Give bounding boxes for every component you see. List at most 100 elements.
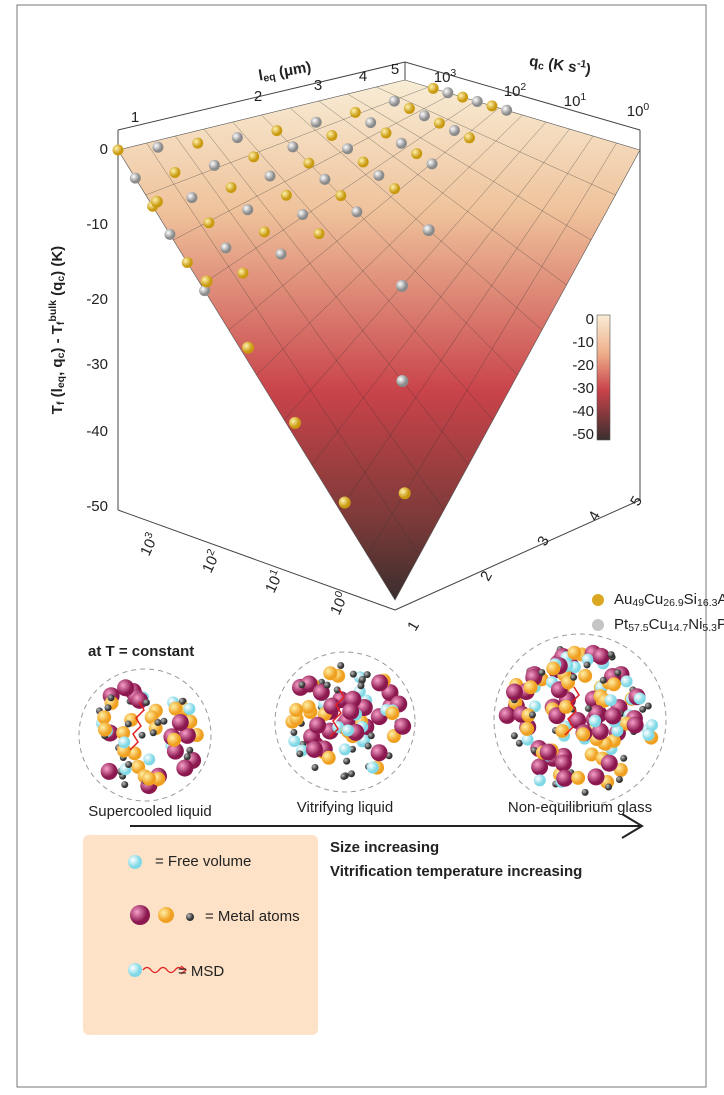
state-label: Supercooled liquid <box>88 803 211 820</box>
sphere <box>209 160 220 171</box>
atom <box>600 677 607 684</box>
atom <box>143 753 155 765</box>
key-msd-ball <box>128 963 142 977</box>
legend-label: Pt57.5Cu14.7Ni5.3P22.5 <box>614 616 724 634</box>
atom <box>298 681 305 688</box>
sphere <box>226 182 237 193</box>
sphere <box>399 487 411 499</box>
sphere <box>113 145 124 156</box>
front-left-tick: 102 <box>197 547 224 576</box>
q-c-label-part: (K s <box>543 55 578 76</box>
sphere <box>201 275 213 287</box>
z-tick: -40 <box>86 423 108 440</box>
sphere <box>427 158 438 169</box>
atom <box>605 707 622 724</box>
front-left-tick: 103 <box>135 530 162 559</box>
legend-label-part: 26.9 <box>663 597 684 609</box>
sphere <box>350 107 361 118</box>
sphere <box>365 117 376 128</box>
atom <box>546 661 560 675</box>
legend-label-part: P <box>717 616 724 633</box>
legend-label-part: 57.5 <box>628 622 649 634</box>
atom <box>322 751 336 765</box>
sphere <box>192 138 203 149</box>
arrow-label: Size increasing <box>330 839 439 856</box>
atom <box>608 651 615 658</box>
atom <box>343 758 350 765</box>
sphere <box>151 196 163 208</box>
colorbar-tick: -30 <box>572 380 594 397</box>
legend-label-part: Si <box>684 591 697 608</box>
atom <box>559 700 573 714</box>
atom <box>506 684 523 701</box>
atom <box>154 719 161 726</box>
atom <box>614 669 621 676</box>
atom <box>118 736 130 748</box>
legend-label-part: Cu <box>649 616 668 633</box>
atom <box>312 764 319 771</box>
sphere <box>248 151 259 162</box>
sphere <box>419 110 430 121</box>
atom <box>125 720 132 727</box>
sphere <box>457 92 468 103</box>
atom <box>365 743 372 750</box>
sphere <box>434 118 445 129</box>
sphere <box>281 190 292 201</box>
atom <box>167 733 181 747</box>
sphere <box>464 132 475 143</box>
sphere <box>335 190 346 201</box>
q-c-tick-exp: 2 <box>520 81 526 93</box>
legend-swatch <box>592 594 604 606</box>
sphere <box>287 141 298 152</box>
sphere <box>164 229 175 240</box>
atom <box>520 722 534 736</box>
legend-label-part: Ni <box>688 616 702 633</box>
sphere <box>265 171 276 182</box>
atom <box>142 772 156 786</box>
key-label: = MSD <box>178 963 224 980</box>
atom <box>139 732 146 739</box>
q-c-tick-exp: 0 <box>643 101 649 113</box>
atom <box>394 718 411 735</box>
atom <box>555 755 572 772</box>
atom <box>296 750 303 757</box>
sphere <box>152 142 163 153</box>
sphere <box>297 209 308 220</box>
z-label-part: bulk <box>47 300 59 322</box>
key-atom <box>130 905 150 925</box>
atom <box>588 768 605 785</box>
q-c-tick-base: 10 <box>504 83 521 100</box>
l-eq-tick: 1 <box>131 109 139 126</box>
legend-label-part: 5.3 <box>702 622 717 634</box>
front-right-tick: 1 <box>404 618 423 634</box>
surface <box>118 80 640 600</box>
colorbar-tick: 0 <box>586 311 594 328</box>
l-eq-tick: 4 <box>359 68 367 85</box>
sphere <box>220 242 231 253</box>
sphere <box>186 192 197 203</box>
sphere <box>342 143 353 154</box>
legend-label-part: 14.7 <box>668 622 689 634</box>
sphere <box>242 342 254 354</box>
atom <box>121 781 128 788</box>
colorbar-tick: -50 <box>572 426 594 443</box>
atom <box>288 735 300 747</box>
sphere <box>442 87 453 98</box>
sphere <box>259 226 270 237</box>
atom <box>348 770 355 777</box>
front-left-tick: 101 <box>260 567 287 596</box>
atom <box>605 694 617 706</box>
atom <box>150 729 157 736</box>
sphere <box>242 204 253 215</box>
z-tick: -30 <box>86 356 108 373</box>
atom <box>634 692 646 704</box>
z-label-part: ) (K) <box>49 246 66 276</box>
z-tick: 0 <box>100 141 108 158</box>
z-tick: -20 <box>86 291 108 308</box>
atom <box>582 789 589 796</box>
atom <box>620 755 627 762</box>
z-label-part: , q <box>49 358 66 376</box>
q-c-tick-base: 10 <box>627 103 644 120</box>
l-eq-tick: 3 <box>314 77 322 94</box>
atom <box>578 669 592 683</box>
